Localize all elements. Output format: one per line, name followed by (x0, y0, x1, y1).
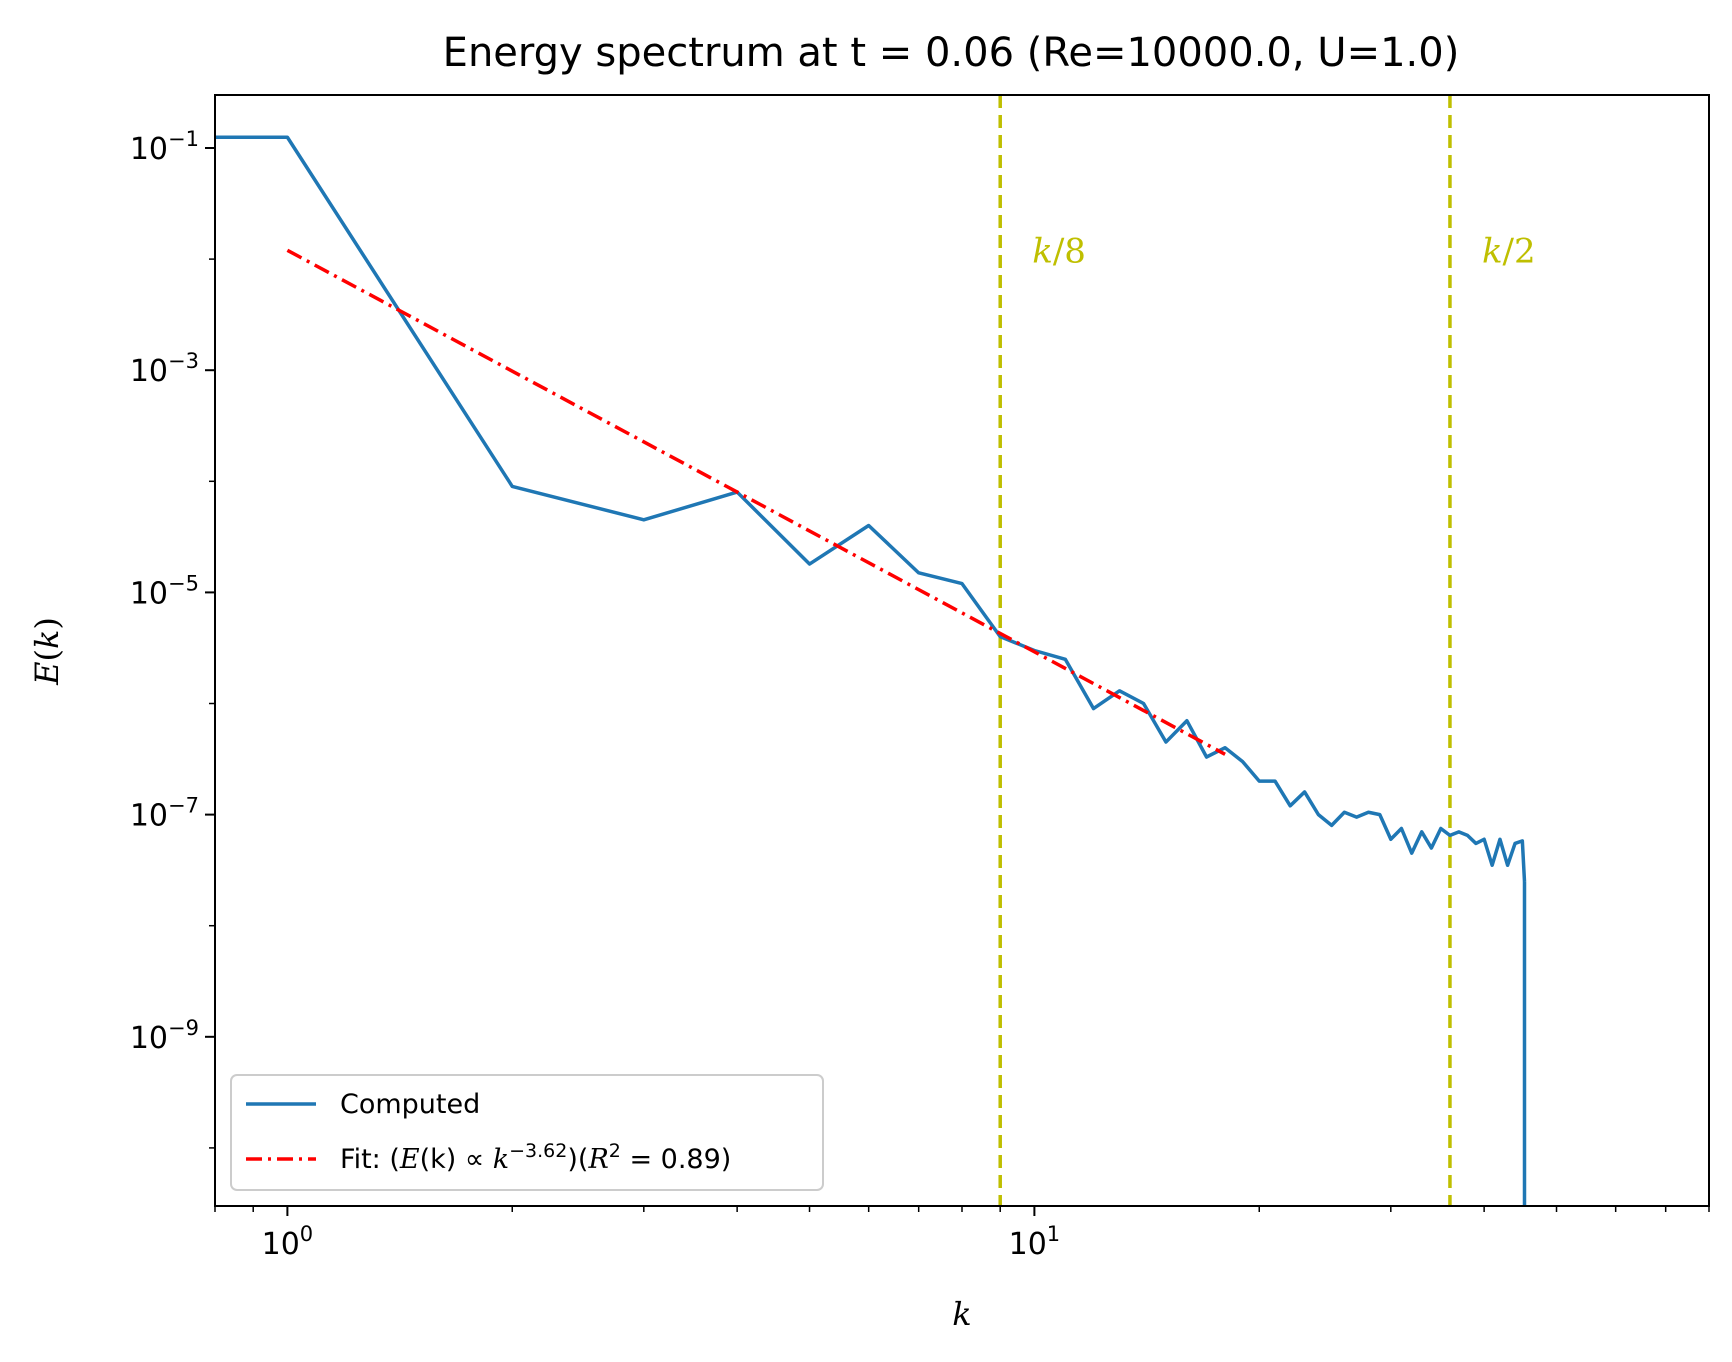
y-tick-exp: −9 (168, 1016, 199, 1040)
y-axis-label-E: E (28, 662, 66, 686)
legend-fit-k: k (493, 1144, 509, 1175)
legend-fit-prefix: Fit: ( (340, 1144, 400, 1175)
legend-fit-R-exponent: 2 (609, 1140, 621, 1162)
y-tick-base: 10 (130, 799, 168, 834)
x-axis-ticks: 100 101 (214, 1206, 1710, 1262)
legend-fit-R: R (587, 1144, 608, 1175)
x-axis-label: k (952, 1295, 971, 1333)
y-tick-base: 10 (130, 1021, 168, 1056)
series-layer (215, 135, 1527, 1206)
y-tick-base: 10 (130, 132, 168, 167)
y-tick-label-4: 10−9 (130, 1016, 199, 1056)
vline-label-rest-0: /8 (1053, 231, 1086, 271)
y-axis-label-k: k (28, 630, 66, 649)
x-tick-exp: 1 (1047, 1222, 1060, 1246)
vline-label-0: k/8 (1032, 231, 1086, 271)
y-axis-label-open: ( (28, 649, 66, 661)
y-tick-exp: −7 (168, 794, 199, 818)
y-axis-label-close: ) (28, 617, 66, 629)
legend-fit-exponent: −3.62 (509, 1140, 567, 1162)
y-tick-label-1: 10−3 (130, 349, 199, 389)
legend-fit-paren: (k) ∝ (420, 1144, 493, 1175)
legend-label-computed: Computed (340, 1089, 480, 1120)
y-tick-base: 10 (130, 576, 168, 611)
vline-label-k-1: k (1482, 231, 1503, 271)
series-line-1 (286, 248, 1226, 756)
x-tick-label-0: 100 (262, 1222, 314, 1262)
legend: Computed Fit: (E(k) ∝ k−3.62)(R2 = 0.89) (230, 1074, 824, 1191)
legend-fit-mid: )( (567, 1144, 588, 1175)
y-tick-exp: −5 (168, 571, 199, 595)
y-tick-base: 10 (130, 354, 168, 389)
x-tick-exp: 0 (300, 1222, 313, 1246)
y-axis-ticks: 10−110−310−510−710−9 (130, 127, 215, 1149)
y-tick-label-3: 10−7 (130, 794, 199, 834)
y-axis-label: E(k) (28, 617, 66, 686)
legend-fit-E: E (399, 1144, 420, 1175)
legend-box (230, 1074, 824, 1191)
legend-fit-end: = 0.89) (621, 1144, 731, 1175)
chart-title: Energy spectrum at t = 0.06 (Re=10000.0,… (443, 30, 1460, 76)
reference-lines (998, 95, 1452, 1206)
x-tick-label-1: 101 (1009, 1222, 1061, 1262)
y-tick-exp: −1 (168, 127, 199, 151)
series-line-0 (215, 135, 1527, 882)
y-tick-label-0: 10−1 (130, 127, 199, 167)
y-tick-exp: −3 (168, 349, 199, 373)
x-tick-base: 10 (1009, 1227, 1047, 1262)
x-tick-base: 10 (262, 1227, 300, 1262)
vline-label-1: k/2 (1482, 231, 1536, 271)
vline-label-k-0: k (1032, 231, 1053, 271)
vline-label-rest-1: /2 (1503, 231, 1536, 271)
legend-label-fit: Fit: (E(k) ∝ k−3.62)(R2 = 0.89) (340, 1140, 731, 1175)
y-tick-label-2: 10−5 (130, 571, 199, 611)
vline-annotations: k/8 k/2 (1032, 231, 1535, 271)
